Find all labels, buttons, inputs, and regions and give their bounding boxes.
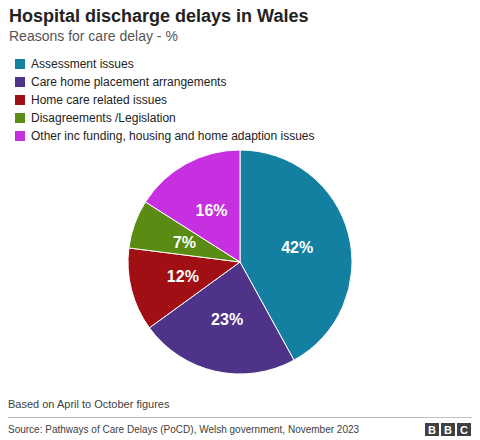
svg-text:42%: 42% bbox=[281, 239, 313, 256]
svg-text:Based on April to October figu: Based on April to October figures bbox=[8, 398, 170, 410]
svg-text:Reasons for care delay - %: Reasons for care delay - % bbox=[9, 28, 178, 44]
svg-text:Care home placement arrangemen: Care home placement arrangements bbox=[31, 75, 226, 89]
svg-text:C: C bbox=[460, 424, 468, 436]
svg-text:Source: Pathways of Care Delay: Source: Pathways of Care Delays (PoCD), … bbox=[8, 424, 360, 435]
svg-text:Assessment issues: Assessment issues bbox=[31, 57, 134, 71]
svg-text:7%: 7% bbox=[173, 234, 196, 251]
svg-text:23%: 23% bbox=[211, 311, 243, 328]
svg-text:Disagreements /Legislation: Disagreements /Legislation bbox=[31, 111, 176, 125]
svg-text:Hospital discharge delays in W: Hospital discharge delays in Wales bbox=[9, 6, 308, 26]
svg-text:16%: 16% bbox=[196, 202, 228, 219]
svg-text:Home care related issues: Home care related issues bbox=[31, 93, 167, 107]
svg-text:B: B bbox=[444, 424, 452, 436]
svg-text:Other inc funding, housing and: Other inc funding, housing and home adap… bbox=[31, 129, 315, 143]
svg-text:12%: 12% bbox=[167, 268, 199, 285]
svg-text:B: B bbox=[428, 424, 436, 436]
